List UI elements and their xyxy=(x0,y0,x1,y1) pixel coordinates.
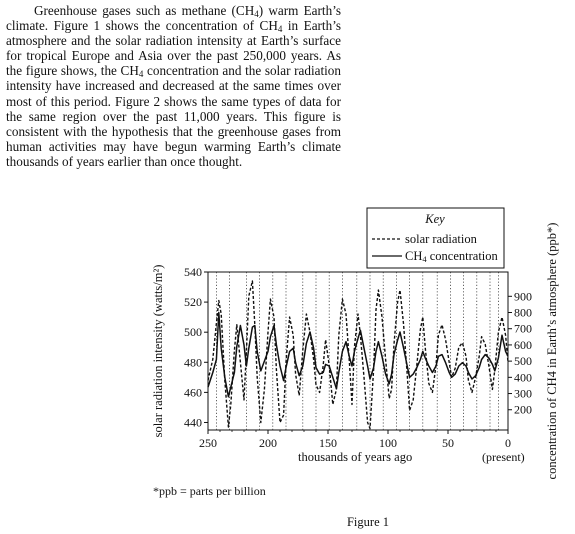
legend-ch4-prefix: CH xyxy=(405,249,422,263)
left-tick-label: 440 xyxy=(184,415,202,429)
x-tick-label: 100 xyxy=(379,436,397,450)
right-tick-label: 600 xyxy=(514,338,532,352)
legend-label-solar: solar radiation xyxy=(405,232,478,246)
left-tick-label: 520 xyxy=(184,295,202,309)
passage: Greenhouse gases such as methane (CH4) w… xyxy=(6,3,341,169)
passage-text-3: in Earth’s atmosphere and the solar radi… xyxy=(6,18,341,79)
x-axis-title: thousands of years ago xyxy=(298,450,412,464)
subscript-4: 4 xyxy=(138,69,144,80)
footnote: *ppb = parts per billion xyxy=(153,484,266,498)
legend-box xyxy=(366,207,505,269)
present-label: (present) xyxy=(482,450,525,464)
right-tick-label: 900 xyxy=(514,289,532,303)
left-tick-label: 460 xyxy=(184,385,202,399)
passage-text-1: Greenhouse gases such as methane (CH xyxy=(34,3,255,18)
x-tick-label: 250 xyxy=(199,436,217,450)
ch4-concentration-line xyxy=(207,311,509,398)
legend: Key solar radiation CH4 concentration xyxy=(366,207,505,269)
right-tick-label: 300 xyxy=(514,387,532,401)
x-axis: 250 200 150 100 50 0 xyxy=(199,430,511,450)
left-tick-label: 540 xyxy=(184,265,202,279)
solar-radiation-line xyxy=(207,280,509,430)
series-group xyxy=(207,280,509,430)
legend-ch4-subscript: 4 xyxy=(422,254,427,264)
subscript-4: 4 xyxy=(254,9,259,19)
legend-title: Key xyxy=(424,212,445,226)
subscript-4: 4 xyxy=(277,24,283,35)
legend-label-ch4: CH4 concentration xyxy=(405,249,499,264)
x-tick-label: 150 xyxy=(319,436,337,450)
x-tick-label: 0 xyxy=(505,436,511,450)
right-tick-label: 400 xyxy=(514,370,532,384)
right-tick-label: 700 xyxy=(514,322,532,336)
right-axis: 200 300 400 500 600 700 800 900 xyxy=(508,289,532,417)
passage-text-4: concentration and the solar radiation in… xyxy=(6,63,341,169)
right-tick-label: 500 xyxy=(514,354,532,368)
right-axis-title: concentration of CH4 in Earth’s atmosphe… xyxy=(545,223,559,480)
passage-paragraph: Greenhouse gases such as methane (CH4) w… xyxy=(6,3,341,169)
figure-caption: Figure 1 xyxy=(347,515,389,529)
left-tick-label: 500 xyxy=(184,325,202,339)
plot-frame xyxy=(207,271,509,431)
x-tick-label: 50 xyxy=(442,436,454,450)
reference-lines xyxy=(216,272,499,430)
right-axis-title-text: concentration of CH4 in Earth’s atmosphe… xyxy=(545,223,559,480)
left-tick-label: 480 xyxy=(184,355,202,369)
right-tick-label: 200 xyxy=(514,403,532,417)
left-axis-title: solar radiation intensity (watts/m²) xyxy=(151,265,165,438)
left-axis-title-text: solar radiation intensity (watts/m²) xyxy=(151,265,165,438)
left-axis: 440 460 480 500 520 540 xyxy=(184,265,208,429)
legend-ch4-suffix: concentration xyxy=(427,249,499,263)
right-tick-label: 800 xyxy=(514,306,532,320)
passage-text-2: ) warm Earth’s climate. Figure 1 shows t… xyxy=(6,3,341,34)
x-tick-label: 200 xyxy=(259,436,277,450)
